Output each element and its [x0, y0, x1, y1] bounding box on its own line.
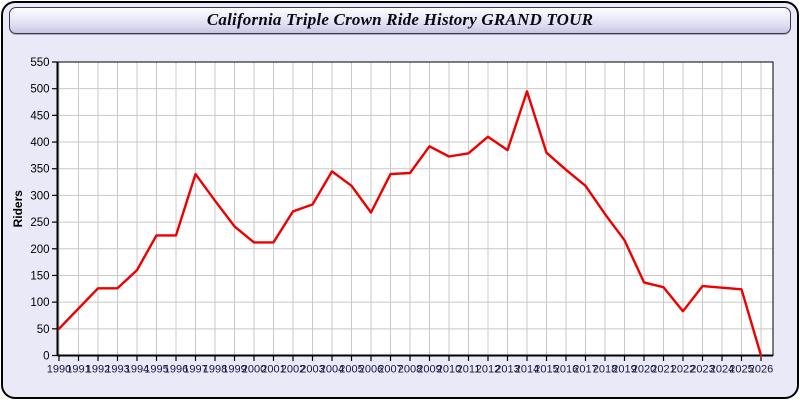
x-tick-label: 1996	[164, 364, 188, 376]
x-tick-label: 2019	[612, 364, 636, 376]
title-bar: California Triple Crown Ride History GRA…	[9, 7, 791, 34]
x-tick-label: 2000	[242, 364, 266, 376]
riders-line-chart: 0501001502002503003504004505005501990199…	[11, 57, 774, 376]
x-tick-label: 1997	[183, 364, 207, 376]
y-tick-label: 0	[43, 351, 49, 363]
y-tick-label: 450	[30, 110, 49, 122]
x-tick-label: 1991	[66, 364, 90, 376]
y-tick-label: 150	[30, 270, 49, 282]
x-tick-label: 2016	[554, 364, 578, 376]
x-tick-label: 2011	[457, 364, 481, 376]
x-tick-label: 2018	[593, 364, 617, 376]
x-tick-label: 2005	[339, 364, 363, 376]
x-tick-label: 2014	[515, 364, 539, 376]
page-title: California Triple Crown Ride History GRA…	[206, 9, 594, 29]
x-tick-label: 2004	[320, 364, 344, 376]
x-tick-label: 2006	[359, 364, 383, 376]
plot-area	[57, 62, 773, 356]
x-tick-label: 2002	[281, 364, 305, 376]
y-axis-title: Riders	[11, 190, 25, 228]
y-tick-label: 250	[30, 217, 49, 229]
x-tick-label: 1995	[144, 364, 168, 376]
y-tick-label: 100	[30, 297, 49, 309]
x-tick-label: 1998	[203, 364, 227, 376]
x-tick-label: 2007	[378, 364, 402, 376]
y-tick-label: 50	[37, 324, 50, 336]
x-tick-label: 2017	[573, 364, 597, 376]
x-tick-label: 2013	[495, 364, 519, 376]
x-tick-label: 1992	[86, 364, 110, 376]
x-tick-label: 1994	[125, 364, 149, 376]
y-tick-label: 500	[30, 84, 49, 96]
x-tick-label: 2026	[749, 364, 773, 376]
x-tick-label: 2003	[300, 364, 324, 376]
x-tick-label: 2021	[651, 364, 675, 376]
x-tick-label: 2008	[398, 364, 422, 376]
x-tick-label: 2009	[417, 364, 441, 376]
x-tick-label: 2025	[729, 364, 753, 376]
x-tick-label: 2024	[710, 364, 734, 376]
y-tick-label: 350	[30, 164, 49, 176]
x-tick-label: 2015	[534, 364, 558, 376]
x-tick-label: 2020	[632, 364, 656, 376]
y-tick-label: 300	[30, 190, 49, 202]
x-tick-label: 2023	[690, 364, 714, 376]
x-tick-label: 2001	[261, 364, 285, 376]
y-tick-label: 550	[30, 57, 49, 69]
y-tick-label: 200	[30, 244, 49, 256]
x-tick-label: 1993	[105, 364, 129, 376]
x-tick-label: 1990	[47, 364, 71, 376]
x-tick-label: 2012	[476, 364, 500, 376]
x-tick-label: 1999	[222, 364, 246, 376]
y-tick-label: 400	[30, 137, 49, 149]
x-tick-label: 2022	[671, 364, 695, 376]
series-line-riders	[57, 90, 763, 357]
x-tick-label: 2010	[437, 364, 461, 376]
